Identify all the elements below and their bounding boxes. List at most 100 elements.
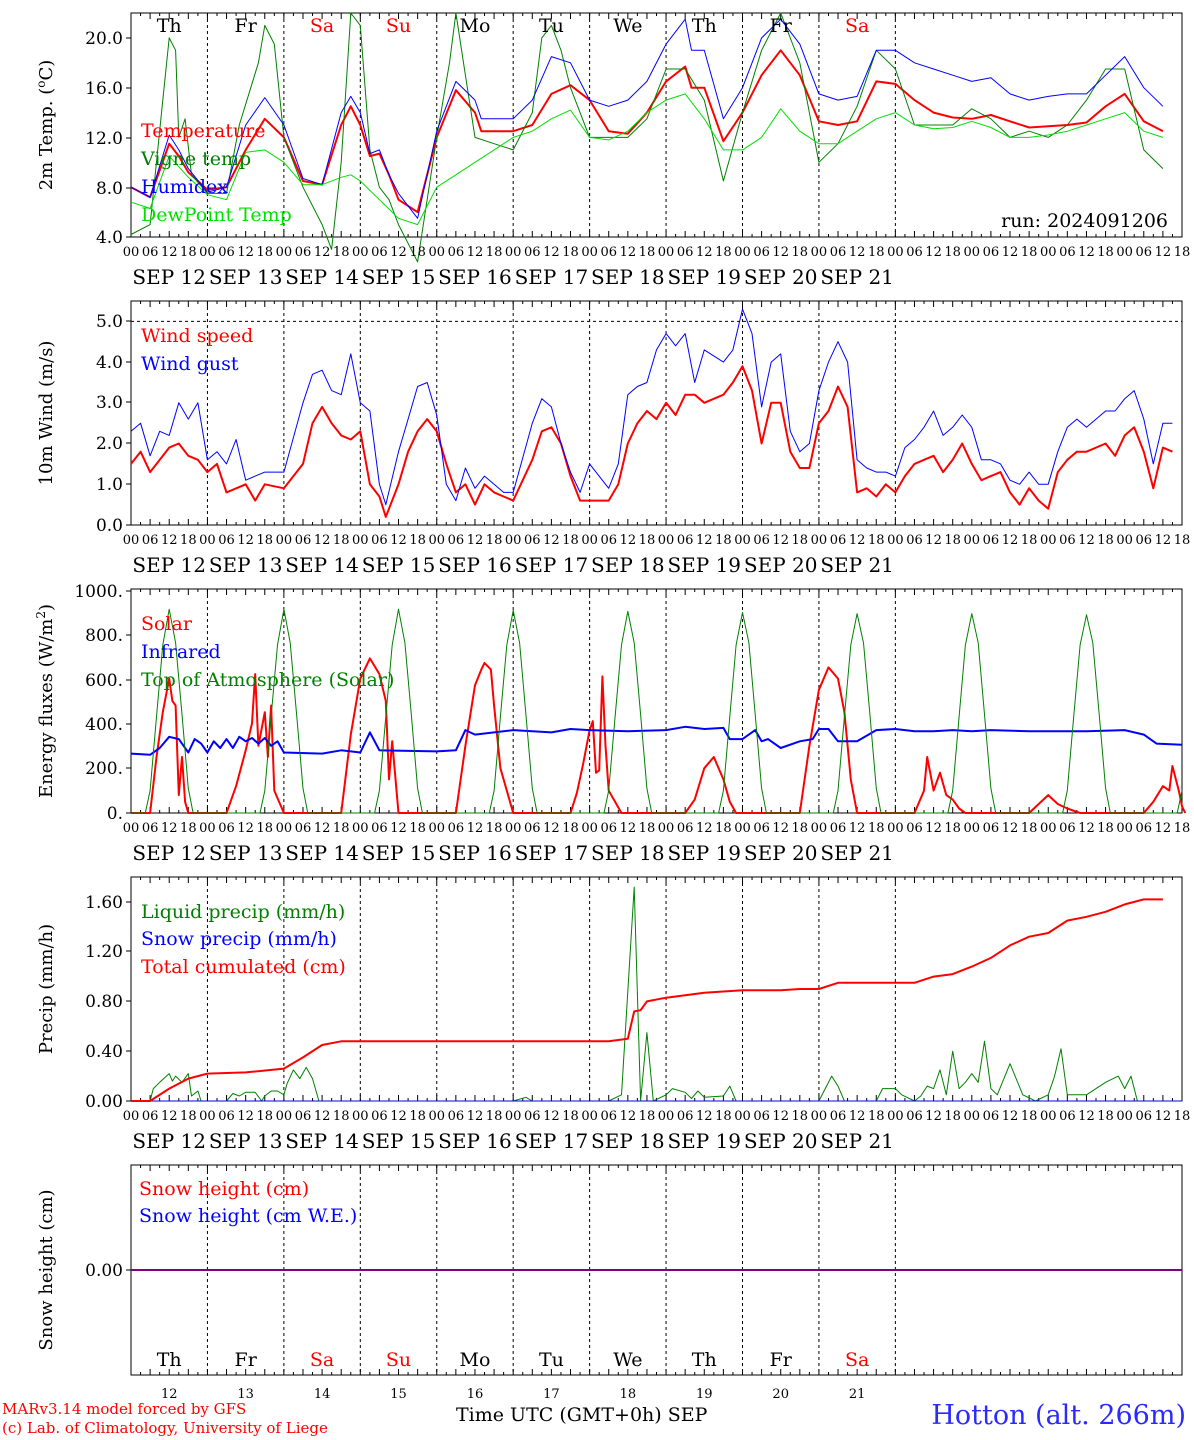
hour-label: 18	[256, 1109, 273, 1124]
hour-label: 18	[639, 821, 656, 836]
panel-frame	[130, 300, 1183, 526]
hour-label: 12	[314, 1109, 331, 1124]
hour-label: 18	[1097, 533, 1114, 548]
hour-label: 06	[1059, 1109, 1076, 1124]
hour-label: 12	[237, 245, 254, 260]
date-label: SEP 12	[132, 553, 206, 577]
hour-label: 00	[811, 821, 828, 836]
legend-label: Solar	[141, 613, 193, 635]
hour-label: 12	[1155, 821, 1172, 836]
day-number-label: 21	[849, 1387, 866, 1400]
legend-label: Total cumulated (cm)	[141, 956, 346, 978]
hour-label: 18	[1021, 533, 1038, 548]
series-line	[130, 308, 1173, 506]
hour-label: 12	[1002, 821, 1019, 836]
hour-label: 00	[734, 821, 751, 836]
hour-label: 00	[964, 533, 981, 548]
hour-label: 06	[1059, 821, 1076, 836]
hour-label: 12	[696, 533, 713, 548]
series-line	[130, 12, 1164, 263]
hour-label: 00	[352, 533, 369, 548]
weekday-label: Sa	[310, 1349, 334, 1371]
hour-label: 18	[715, 533, 732, 548]
hour-label: 00	[1040, 1109, 1057, 1124]
hour-label: 00	[1116, 245, 1133, 260]
hour-label: 12	[1078, 821, 1095, 836]
weekday-label: Sa	[845, 1349, 869, 1371]
hour-label: 18	[868, 1109, 885, 1124]
hour-label: 00	[428, 1109, 445, 1124]
series-line	[131, 886, 1182, 1102]
legend-label: Liquid precip (mm/h)	[141, 901, 345, 923]
hour-label: 18	[1174, 821, 1191, 836]
date-label: SEP 18	[591, 1129, 665, 1153]
hour-label: 06	[1059, 533, 1076, 548]
date-label: SEP 12	[132, 265, 206, 289]
weekday-label: Tu	[539, 15, 564, 37]
hour-label: 00	[658, 533, 675, 548]
hour-label: 06	[830, 821, 847, 836]
hour-label: 18	[639, 245, 656, 260]
hour-label: 06	[524, 821, 541, 836]
weekday-label: Th	[157, 15, 182, 37]
hour-label: 00	[734, 1109, 751, 1124]
legend-label: Snow precip (mm/h)	[141, 928, 337, 950]
date-label: SEP 12	[132, 841, 206, 865]
hour-label: 06	[524, 1109, 541, 1124]
hour-label: 06	[677, 245, 694, 260]
y-tick-label: 0.00	[85, 1092, 123, 1112]
panel-frame	[130, 588, 1183, 814]
y-tick-label: 3.0	[96, 393, 123, 413]
hour-label: 12	[161, 1109, 178, 1124]
hour-label: 00	[352, 245, 369, 260]
model-credit: MARv3.14 model forced by GFS (c) Lab. of…	[2, 1400, 328, 1438]
legend-label: Temperature	[141, 120, 265, 142]
weekday-label: Th	[692, 1349, 717, 1371]
date-label: SEP 13	[209, 1129, 283, 1153]
hour-label: 18	[1097, 821, 1114, 836]
hour-label: 00	[734, 245, 751, 260]
hour-label: 06	[1136, 533, 1153, 548]
date-label: SEP 13	[209, 841, 283, 865]
hour-label: 18	[1174, 533, 1191, 548]
date-label: SEP 17	[515, 553, 589, 577]
day-number-label: 19	[696, 1387, 713, 1400]
hour-label: 18	[256, 821, 273, 836]
hour-label: 06	[1059, 245, 1076, 260]
hour-label: 18	[562, 533, 579, 548]
hour-label: 12	[161, 245, 178, 260]
hour-label: 18	[792, 821, 809, 836]
hour-label: 06	[830, 533, 847, 548]
date-label: SEP 18	[591, 265, 665, 289]
hour-label: 06	[142, 1109, 159, 1124]
hour-label: 12	[543, 1109, 560, 1124]
hour-label: 18	[486, 1109, 503, 1124]
weekday-label: Th	[692, 15, 717, 37]
hour-label: 06	[371, 533, 388, 548]
hour-label: 00	[199, 821, 216, 836]
hour-label: 00	[581, 1109, 598, 1124]
model-label: MARv3.14 model forced by GFS	[2, 1400, 247, 1418]
hour-label: 12	[925, 821, 942, 836]
hour-label: 00	[199, 245, 216, 260]
series-line	[131, 657, 1187, 814]
day-number-label: 12	[161, 1387, 178, 1400]
hour-label: 18	[1174, 245, 1191, 260]
date-label: SEP 16	[438, 265, 512, 289]
hour-label: 12	[314, 533, 331, 548]
hour-label: 00	[964, 1109, 981, 1124]
hour-label: 00	[734, 533, 751, 548]
date-label: SEP 20	[744, 553, 818, 577]
date-label: SEP 12	[132, 1129, 206, 1153]
day-number-label: 20	[772, 1387, 789, 1400]
hour-label: 18	[1097, 1109, 1114, 1124]
y-tick-label: 5.0	[96, 312, 123, 332]
hour-label: 00	[1040, 821, 1057, 836]
hour-label: 06	[753, 533, 770, 548]
hour-label: 00	[1116, 533, 1133, 548]
hour-label: 18	[180, 245, 197, 260]
hour-label: 12	[696, 1109, 713, 1124]
hour-label: 12	[1078, 1109, 1095, 1124]
date-label: SEP 15	[362, 553, 436, 577]
hour-label: 06	[448, 533, 465, 548]
